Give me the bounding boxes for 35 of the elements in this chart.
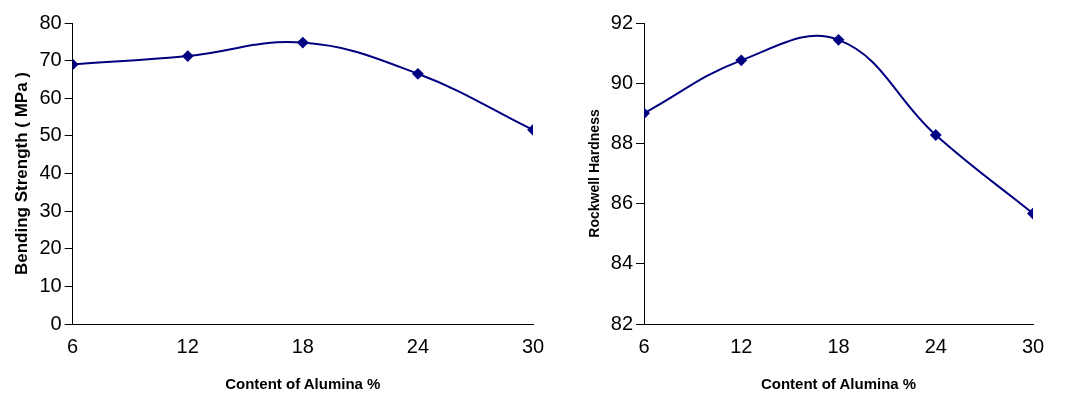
x-axis-title: Content of Alumina % — [225, 375, 381, 393]
y-tick-label: 84 — [610, 251, 634, 274]
x-tick-label: 30 — [1021, 334, 1045, 357]
x-tick-label: 6 — [67, 334, 79, 357]
y-tick-label: 86 — [610, 191, 634, 214]
y-tick-label: 70 — [39, 48, 62, 71]
point — [930, 129, 942, 141]
y-tick-label: 92 — [610, 10, 634, 33]
y-tick-label: 88 — [610, 130, 634, 153]
point — [297, 37, 309, 49]
y-axis-title: Bending Strength ( MPa ) — [11, 71, 31, 276]
x-tick-label: 30 — [521, 334, 545, 357]
y-tick-label: 90 — [610, 70, 634, 93]
point — [735, 54, 747, 66]
y-tick-label: 10 — [39, 273, 62, 296]
y-tick-label: 40 — [39, 161, 62, 184]
point — [412, 68, 424, 80]
x-tick-label: 18 — [827, 334, 850, 357]
y-tick-label: 60 — [39, 85, 62, 108]
x-tick-label: 12 — [176, 334, 199, 357]
y-tick-label: 50 — [39, 123, 62, 146]
y-tick-label: 80 — [39, 10, 62, 33]
point — [182, 50, 194, 62]
y-tick-label: 0 — [50, 311, 62, 334]
x-tick-label: 12 — [730, 334, 753, 357]
x-tick-label: 24 — [924, 334, 947, 357]
y-tick-label: 82 — [610, 311, 634, 334]
x-axis-title: Content of Alumina % — [760, 375, 917, 393]
y-tick-label: 20 — [39, 236, 62, 259]
x-tick-label: 18 — [291, 334, 314, 357]
y-tick-label: 30 — [39, 198, 62, 221]
y-axis-title: Rockwell Hardness — [586, 109, 603, 238]
point — [833, 34, 845, 46]
x-tick-label: 6 — [638, 334, 650, 357]
x-tick-label: 24 — [406, 334, 430, 357]
